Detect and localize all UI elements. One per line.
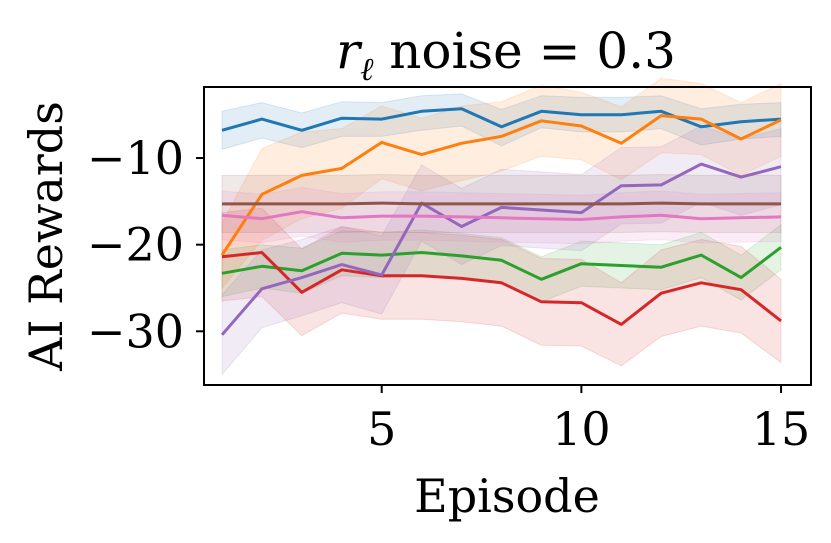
series-3-line <box>221 246 782 281</box>
series-3-band <box>221 223 782 303</box>
series-7-band <box>221 186 782 245</box>
y-tick-label: −20 <box>87 218 184 272</box>
series-lines <box>220 107 782 336</box>
plot-frame <box>203 86 812 386</box>
x-axis-label: Episode <box>414 469 600 523</box>
y-tick-label: −10 <box>87 131 184 185</box>
x-tick-label: 5 <box>367 402 396 456</box>
confidence-bands <box>221 77 782 376</box>
series-2-line <box>220 114 782 256</box>
y-axis-label: AI Rewards <box>19 101 73 372</box>
title-subscript: ℓ <box>360 50 374 88</box>
x-axis: 5 10 15 <box>367 385 810 456</box>
series-5-line <box>220 162 782 336</box>
y-axis: −10 −20 −30 <box>87 131 204 358</box>
series-1-line <box>221 107 782 132</box>
y-tick-label: −30 <box>87 304 184 358</box>
chart-title: rℓ noise = 0.3 <box>336 22 676 88</box>
series-4-line <box>221 251 782 326</box>
x-tick-label: 15 <box>752 402 811 456</box>
series-7-line <box>221 210 782 221</box>
x-tick-label: 10 <box>552 402 611 456</box>
title-symbol: r <box>336 22 363 80</box>
series-1-band <box>221 93 782 151</box>
series-6-line <box>222 201 781 206</box>
series-4-band <box>221 207 782 367</box>
title-text: noise = 0.3 <box>373 22 676 80</box>
